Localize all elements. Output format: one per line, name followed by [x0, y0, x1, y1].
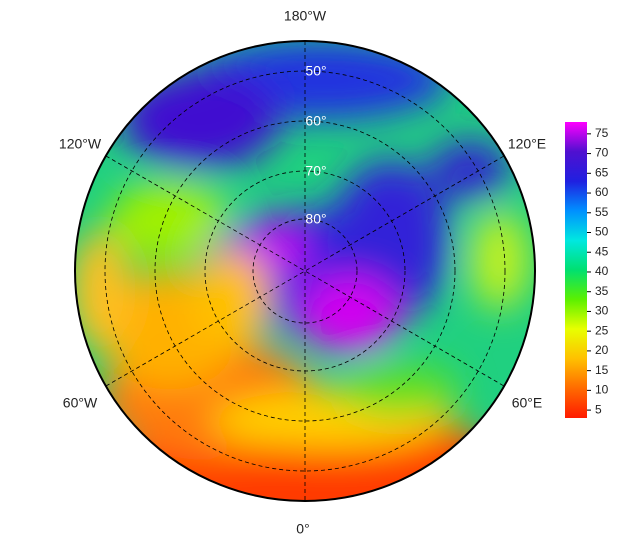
colorbar-tick-label: 30 — [595, 304, 609, 318]
lat-label: 80° — [305, 211, 326, 227]
colorbar — [565, 122, 587, 418]
lat-label: 60° — [305, 113, 326, 129]
colorbar-tick-label: 45 — [595, 244, 609, 258]
colorbar-tick-label: 35 — [595, 284, 609, 298]
colorbar-tick-label: 10 — [595, 383, 609, 397]
lon-label: 60°E — [512, 395, 543, 411]
colorbar-tick-label: 50 — [595, 225, 609, 239]
colorbar-tick-label: 70 — [595, 146, 609, 160]
colorbar-tick-label: 20 — [595, 343, 609, 357]
colorbar-tick-label: 15 — [595, 363, 609, 377]
colorbar-tick-label: 5 — [595, 402, 602, 416]
map-border — [74, 40, 536, 502]
colorbar-tick-label: 40 — [595, 264, 609, 278]
lon-label: 180°W — [284, 8, 327, 24]
lon-label: 0° — [296, 521, 309, 537]
map-field — [75, 41, 535, 501]
colorbar-tick-label: 55 — [595, 205, 609, 219]
lon-label: 120°W — [59, 136, 102, 152]
lon-label: 120°E — [508, 136, 546, 152]
lon-label: 60°W — [63, 395, 98, 411]
colorbar-tick-label: 65 — [595, 165, 609, 179]
colorbar-tick-label: 75 — [595, 126, 609, 140]
lat-label: 70° — [305, 163, 326, 179]
colorbar-tick-label: 60 — [595, 185, 609, 199]
lat-label: 50° — [305, 63, 326, 79]
colorbar-tick-label: 25 — [595, 323, 609, 337]
